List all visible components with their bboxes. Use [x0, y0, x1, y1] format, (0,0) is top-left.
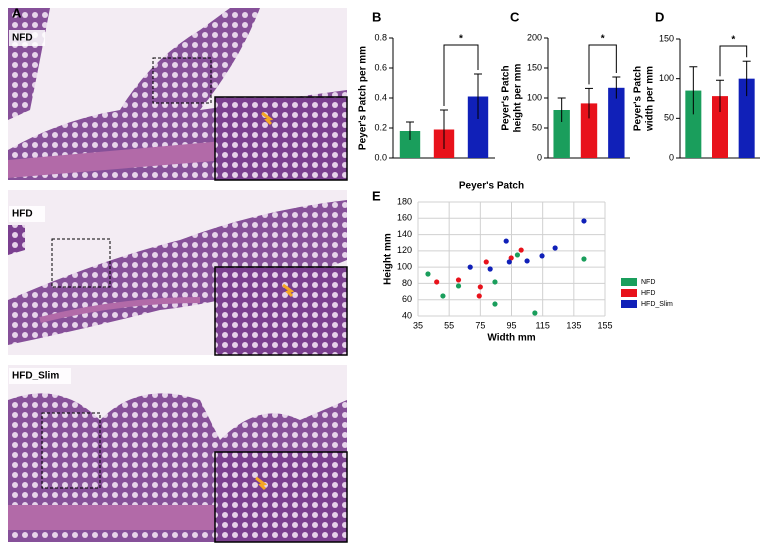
- scatter-point: [425, 271, 431, 277]
- scatter-point: [483, 259, 489, 265]
- y-tick-label: 150: [527, 62, 542, 72]
- panel-label: E: [372, 188, 381, 203]
- scatter-point: [581, 218, 587, 224]
- y-tick-label: 0: [537, 152, 542, 162]
- legend-swatch: [621, 289, 637, 297]
- scatter-point: [506, 259, 512, 265]
- bar: [712, 96, 728, 158]
- scatter-point: [492, 301, 498, 307]
- scatter-point: [434, 279, 440, 285]
- y-axis-label: Peyer's Patch per mm: [358, 46, 369, 150]
- y-tick-label: 0.0: [374, 152, 387, 162]
- y-tick-label: 0.2: [374, 122, 387, 132]
- legend-label: HFD: [641, 290, 655, 297]
- scatter-point: [477, 284, 483, 290]
- x-tick-label: 155: [597, 320, 612, 330]
- y-axis-label: width per mm: [645, 66, 656, 132]
- x-tick-label: 115: [535, 320, 549, 330]
- y-tick-label: 160: [397, 213, 412, 223]
- bar: [553, 110, 570, 158]
- scatter-point: [508, 255, 514, 261]
- significance-bracket: [588, 44, 617, 85]
- x-tick-label: 135: [566, 320, 581, 330]
- y-axis-label: height per mm: [513, 63, 524, 132]
- significance-mark: *: [601, 34, 605, 45]
- image-label: HFD: [12, 209, 33, 220]
- y-tick-label: 0.4: [374, 92, 387, 102]
- histology-hfd-slim: [8, 365, 348, 543]
- y-tick-label: 0.6: [374, 62, 387, 72]
- y-tick-label: 0: [669, 152, 674, 162]
- bar: [608, 87, 625, 158]
- y-tick-label: 80: [402, 278, 412, 288]
- y-tick-label: 150: [659, 33, 674, 43]
- bar: [738, 78, 755, 158]
- y-tick-label: 40: [402, 310, 412, 320]
- legend-label: HFD_Slim: [641, 301, 673, 308]
- scatter-point: [455, 277, 462, 283]
- x-tick-label: 95: [506, 320, 516, 330]
- image-label: NFD: [12, 33, 33, 44]
- y-tick-label: 50: [664, 113, 674, 123]
- scatter-point: [467, 264, 473, 270]
- x-axis-label: Width mm: [487, 333, 535, 344]
- significance-bracket: [719, 45, 748, 77]
- y-tick-label: 140: [397, 229, 412, 239]
- y-tick-label: 100: [659, 73, 674, 83]
- panel-label: B: [372, 9, 381, 24]
- scatter-point: [440, 293, 446, 299]
- scatter-point: [487, 266, 493, 272]
- scatter-point: [539, 253, 545, 259]
- y-axis-label: Height mm: [383, 233, 394, 285]
- y-tick-label: 180: [397, 196, 412, 206]
- bar: [685, 90, 702, 158]
- scatter-point: [503, 238, 509, 244]
- scatter-point: [492, 279, 498, 285]
- y-tick-label: 200: [527, 32, 542, 42]
- legend-swatch: [621, 278, 637, 286]
- scatter-point: [455, 283, 462, 289]
- y-tick-label: 120: [397, 245, 412, 255]
- bar: [399, 131, 421, 158]
- scatter-point: [581, 256, 587, 262]
- chart-title: Peyer's Patch: [459, 181, 524, 192]
- y-tick-label: 0.8: [374, 32, 387, 42]
- scatter-point: [532, 310, 538, 316]
- significance-mark: *: [731, 35, 735, 46]
- histology-hfd: [8, 190, 348, 356]
- x-tick-label: 55: [444, 320, 454, 330]
- x-tick-label: 75: [475, 320, 485, 330]
- scatter-point: [518, 247, 524, 253]
- significance-mark: *: [459, 34, 463, 45]
- y-tick-label: 100: [527, 92, 542, 102]
- scatter-point: [524, 258, 530, 264]
- scatter-point: [552, 245, 558, 251]
- y-tick-label: 100: [397, 262, 412, 272]
- scatter-point: [476, 293, 482, 299]
- image-label: HFD_Slim: [12, 371, 59, 382]
- panel-label: D: [655, 9, 664, 24]
- bar: [467, 96, 489, 158]
- histology-nfd: [8, 8, 348, 181]
- scatter-point: [514, 252, 521, 258]
- panel-label: A: [12, 5, 22, 20]
- histology-images: [8, 8, 348, 543]
- bar: [580, 103, 598, 158]
- y-tick-label: 50: [532, 122, 542, 132]
- y-axis-label: Peyer's Patch: [633, 66, 644, 131]
- panel-label: C: [510, 9, 520, 24]
- y-tick-label: 60: [402, 294, 412, 304]
- significance-bracket: [443, 44, 479, 106]
- legend-label: NFD: [641, 279, 655, 286]
- x-tick-label: 35: [413, 320, 423, 330]
- legend-swatch: [621, 300, 637, 308]
- y-axis-label: Peyer's Patch: [501, 65, 512, 130]
